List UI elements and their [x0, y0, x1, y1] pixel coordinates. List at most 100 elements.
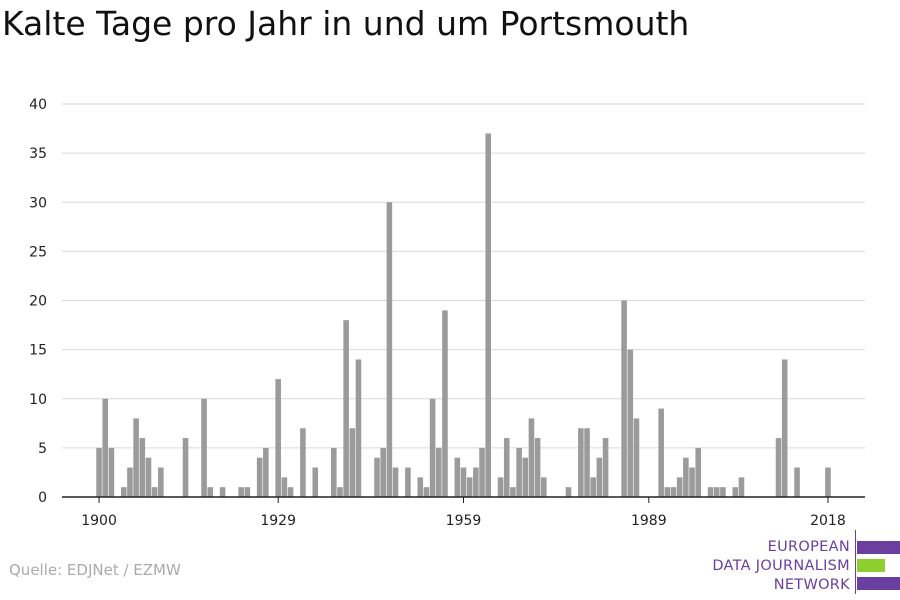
bar [281, 477, 288, 497]
logo-line-3: NETWORK [773, 577, 850, 593]
bar [405, 467, 411, 497]
bar [683, 457, 689, 497]
bar [145, 457, 152, 497]
bar [707, 487, 714, 497]
bar [201, 398, 207, 497]
x-tick-label: 1959 [446, 513, 482, 529]
x-tick-label: 1900 [81, 513, 117, 529]
y-tick-label: 40 [29, 97, 47, 113]
bar [541, 477, 547, 497]
bar [720, 487, 726, 497]
bar [658, 408, 664, 497]
bar [300, 428, 306, 497]
bar [732, 487, 739, 497]
bar [602, 438, 609, 497]
bar [713, 487, 720, 497]
logo-bar-purple-bottom [857, 577, 900, 590]
bar [473, 467, 479, 497]
bar [207, 487, 214, 497]
bar [825, 467, 831, 497]
bar [565, 487, 572, 497]
x-axis: 1900 1929 1959 1989 2018 [62, 496, 865, 529]
bar [689, 467, 695, 497]
bar [275, 379, 281, 497]
bar-chart: 0 5 10 15 20 25 30 35 40 1900 1929 1959 1989 2018 [29, 97, 865, 529]
bar [633, 418, 640, 497]
bar [781, 359, 788, 497]
edjnet-logo: EUROPEAN DATA JOURNALISM NETWORK [700, 530, 900, 594]
bar [287, 487, 294, 497]
x-tick-label: 1989 [631, 513, 667, 529]
logo-bar-green [857, 559, 885, 572]
bar [392, 467, 399, 497]
bar [102, 398, 109, 497]
bar [429, 398, 436, 497]
bar [522, 457, 529, 497]
bar [343, 320, 349, 497]
x-tick-label: 2018 [810, 513, 846, 529]
bar [108, 447, 115, 498]
bar [423, 487, 430, 497]
x-tick-label: 1929 [260, 513, 296, 529]
bar [775, 438, 782, 497]
bar [442, 310, 448, 497]
bar [627, 349, 634, 498]
bar [738, 477, 745, 497]
bar [621, 300, 627, 497]
bar [244, 487, 251, 497]
logo-bar-purple-top [857, 541, 900, 554]
logo-line-2: DATA JOURNALISM [712, 558, 850, 574]
bar [219, 487, 226, 497]
y-tick-label: 35 [29, 146, 47, 162]
bar [349, 428, 356, 497]
bar [436, 447, 442, 498]
bar [96, 447, 102, 498]
bar [454, 457, 461, 497]
bar [460, 467, 467, 497]
bar [386, 202, 393, 497]
logo-divider [855, 530, 856, 594]
bar [133, 418, 139, 497]
bar [263, 447, 269, 498]
bar [485, 133, 491, 497]
bar [516, 447, 522, 498]
bar [596, 457, 603, 497]
y-tick-label: 0 [38, 490, 47, 506]
bar [120, 487, 127, 497]
bars [96, 133, 831, 498]
y-tick-label: 20 [29, 294, 47, 310]
bar [331, 447, 337, 498]
bar [158, 467, 164, 497]
bar [590, 477, 597, 497]
bar [584, 428, 590, 497]
bar [238, 487, 244, 497]
y-axis-ticks: 0 5 10 15 20 25 30 35 40 [29, 97, 47, 506]
bar [312, 467, 319, 497]
bar [139, 438, 146, 497]
y-tick-label: 15 [29, 343, 47, 359]
bar [479, 447, 485, 498]
y-tick-label: 10 [29, 392, 47, 408]
bar [256, 457, 263, 497]
bar [578, 428, 584, 497]
bar [355, 359, 362, 497]
bar [503, 438, 510, 497]
gridlines [62, 103, 865, 449]
bar [497, 477, 504, 497]
bar [374, 457, 380, 497]
chart-title: Kalte Tage pro Jahr in und um Portsmouth [2, 4, 690, 43]
bar [337, 487, 343, 497]
bar [528, 418, 535, 497]
bar [466, 477, 473, 497]
y-tick-label: 30 [29, 195, 47, 211]
bar [151, 487, 158, 497]
bar [695, 447, 702, 498]
bar [127, 467, 133, 497]
bar [676, 477, 683, 497]
bar [670, 487, 677, 497]
bar [794, 467, 800, 497]
bar [664, 487, 671, 497]
y-tick-label: 5 [38, 441, 47, 457]
source-note: Quelle: EDJNet / EZMW [9, 561, 181, 579]
bar [510, 487, 516, 497]
